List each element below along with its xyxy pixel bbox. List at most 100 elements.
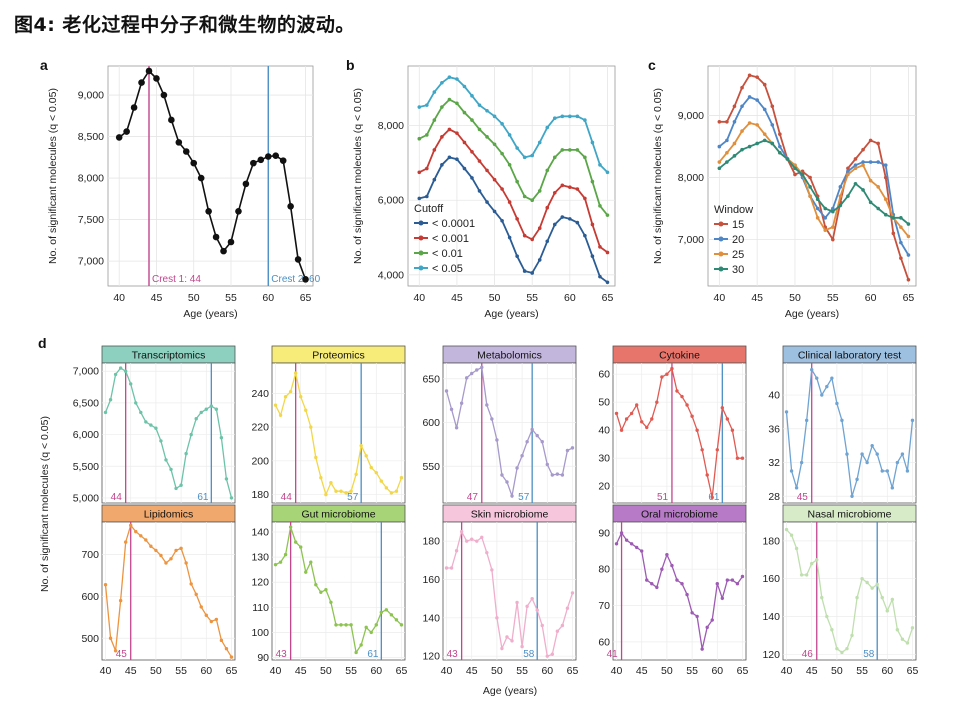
data-point xyxy=(204,407,208,411)
data-point xyxy=(545,205,550,210)
y-axis-label: No. of significant molecules (q < 0.05) xyxy=(352,88,364,264)
data-point xyxy=(459,401,464,405)
data-point xyxy=(670,366,674,371)
data-point xyxy=(447,97,452,102)
x-tick-label: 60 xyxy=(200,665,212,677)
data-point xyxy=(910,418,915,423)
y-tick-label: 180 xyxy=(762,535,780,547)
y-tick-label: 7,500 xyxy=(78,214,104,226)
x-axis-label: Age (years) xyxy=(785,308,839,320)
data-point xyxy=(470,176,474,180)
data-point xyxy=(123,128,130,135)
y-axis-label: No. of significant molecules (q < 0.05) xyxy=(47,88,59,264)
data-point xyxy=(179,483,183,487)
data-point xyxy=(762,82,767,87)
data-point xyxy=(115,134,123,141)
y-tick-label: 180 xyxy=(422,536,440,548)
data-point xyxy=(835,646,839,651)
data-point xyxy=(815,206,820,211)
data-point xyxy=(212,233,220,241)
y-tick-label: 7,000 xyxy=(78,256,104,268)
data-point xyxy=(629,542,634,546)
data-point xyxy=(515,254,519,258)
data-point xyxy=(789,469,794,473)
data-point xyxy=(705,473,709,477)
data-point xyxy=(485,135,489,139)
data-point xyxy=(850,633,854,638)
data-point xyxy=(868,200,873,205)
data-point xyxy=(257,156,265,164)
x-axis-label: Age (years) xyxy=(183,308,237,320)
x-tick-label: 60 xyxy=(370,665,382,677)
legend-entry-label: 25 xyxy=(732,249,744,261)
subplot-title: Skin microbiome xyxy=(471,509,549,521)
data-point xyxy=(454,426,459,430)
legend-entry-label: < 0.01 xyxy=(432,248,463,260)
data-point xyxy=(354,650,358,655)
subplot-nasal-microbiome: Nasal microbiome 120 140 160 180 40 45 50 55 60 65… xyxy=(762,504,918,677)
data-point xyxy=(144,420,148,424)
data-point xyxy=(560,215,565,219)
x-tick-label: 45 xyxy=(451,292,463,304)
data-point xyxy=(735,582,740,586)
data-point xyxy=(500,187,504,191)
data-point xyxy=(906,234,911,239)
data-point xyxy=(293,540,298,544)
data-point xyxy=(568,114,572,119)
data-point xyxy=(530,596,534,601)
y-tick-label: 8,000 xyxy=(78,173,104,185)
data-point xyxy=(685,403,689,407)
data-point xyxy=(906,253,911,257)
data-point xyxy=(846,166,850,171)
y-tick-label: 5,000 xyxy=(73,492,99,504)
data-point xyxy=(820,595,824,600)
x-tick-label: 50 xyxy=(320,665,332,677)
data-point xyxy=(770,123,775,127)
y-tick-label: 7,000 xyxy=(73,366,99,378)
crest-label: 61 xyxy=(197,492,209,503)
data-point xyxy=(220,247,227,255)
series-line xyxy=(786,529,914,654)
data-point xyxy=(614,411,619,416)
y-tick-label: 600 xyxy=(422,417,440,429)
y-tick-label: 140 xyxy=(762,611,780,623)
data-point xyxy=(179,546,183,551)
data-point xyxy=(845,646,849,651)
subplot-oral-microbiome: Oral microbiome 60 70 80 90 40 45 50 55 60 65 41 xyxy=(598,504,748,677)
data-point xyxy=(440,80,444,85)
subplot-lipidomics: Lipidomics 500 600 700 40 45 50 55 60 65 45 xyxy=(81,504,237,677)
plot-frame xyxy=(407,65,616,287)
x-tick-label: 45 xyxy=(125,665,137,677)
data-point xyxy=(624,538,629,542)
data-point xyxy=(740,129,744,133)
data-point xyxy=(815,376,819,380)
data-point xyxy=(235,207,242,215)
data-point xyxy=(449,566,454,570)
data-point xyxy=(640,549,644,553)
data-point xyxy=(825,614,829,619)
plot-frame xyxy=(107,65,314,287)
x-tick-label: 50 xyxy=(831,665,843,677)
data-point xyxy=(785,157,790,161)
crest-label: 57 xyxy=(347,492,359,503)
x-tick-label: 40 xyxy=(100,665,112,677)
data-point xyxy=(794,546,799,551)
data-point xyxy=(583,233,587,238)
data-point xyxy=(129,523,133,528)
crest-label: 43 xyxy=(447,649,459,660)
subplot-clinical-laboratory-test: Clinical laboratory test 28 32 36 40 45 xyxy=(768,345,917,504)
data-point xyxy=(525,440,529,444)
data-point xyxy=(279,157,287,164)
data-point xyxy=(182,148,190,155)
data-point xyxy=(740,147,744,152)
x-tick-label: 55 xyxy=(686,665,698,677)
data-point xyxy=(118,366,123,370)
data-point xyxy=(219,436,224,440)
data-point xyxy=(590,140,595,145)
data-point xyxy=(154,426,158,430)
data-point xyxy=(675,389,679,393)
data-point xyxy=(891,216,896,220)
data-point xyxy=(432,177,437,182)
data-point xyxy=(510,494,514,498)
